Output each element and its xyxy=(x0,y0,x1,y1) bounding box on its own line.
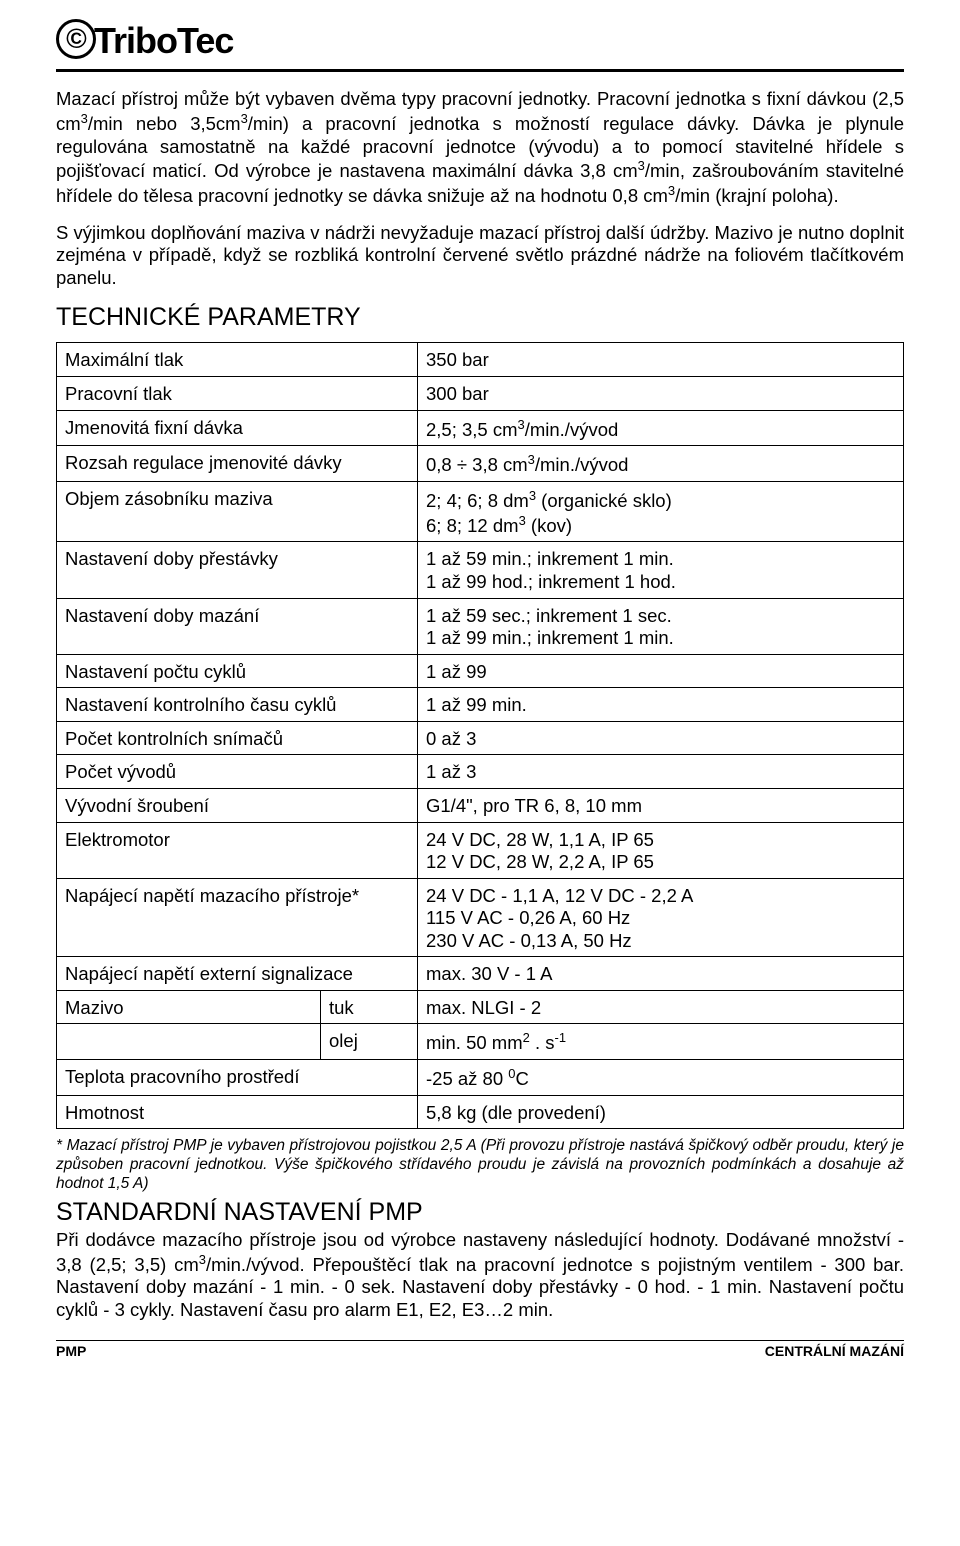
header-rule xyxy=(56,69,904,72)
section-title-standard: STANDARDNÍ NASTAVENÍ PMP xyxy=(56,1198,904,1227)
param-value: 0,8 ÷ 3,8 cm3/min./vývod xyxy=(418,446,904,482)
param-label: Objem zásobníku maziva xyxy=(57,482,418,542)
standard-paragraph: Při dodávce mazacího přístroje jsou od v… xyxy=(56,1229,904,1321)
param-label: Vývodní šroubení xyxy=(57,788,418,822)
param-value: 1 až 59 sec.; inkrement 1 sec.1 až 99 mi… xyxy=(418,598,904,654)
param-label: Nastavení doby přestávky xyxy=(57,542,418,598)
param-label: Elektromotor xyxy=(57,822,418,878)
table-row: Nastavení kontrolního času cyklů1 až 99 … xyxy=(57,688,904,722)
param-value: G1/4", pro TR 6, 8, 10 mm xyxy=(418,788,904,822)
footnote: * Mazací přístroj PMP je vybaven přístro… xyxy=(56,1137,904,1194)
param-label: Nastavení kontrolního času cyklů xyxy=(57,688,418,722)
param-label: Nastavení doby mazání xyxy=(57,598,418,654)
param-value: 5,8 kg (dle provedení) xyxy=(418,1095,904,1129)
footer-right: CENTRÁLNÍ MAZÁNÍ xyxy=(765,1343,904,1359)
param-label: Napájecí napětí mazacího přístroje* xyxy=(57,878,418,957)
paragraph-2: S výjimkou doplňování maziva v nádrži ne… xyxy=(56,222,904,290)
footer-left: PMP xyxy=(56,1343,86,1359)
param-value: 300 bar xyxy=(418,377,904,411)
table-row: Pracovní tlak300 bar xyxy=(57,377,904,411)
param-value: 2,5; 3,5 cm3/min./vývod xyxy=(418,410,904,446)
page-footer: PMP CENTRÁLNÍ MAZÁNÍ xyxy=(56,1340,904,1359)
logo-text: TriboTec xyxy=(94,20,233,61)
table-row: Elektromotor24 V DC, 28 W, 1,1 A, IP 651… xyxy=(57,822,904,878)
param-value: -25 až 80 0C xyxy=(418,1060,904,1096)
param-label: Napájecí napětí externí signalizace xyxy=(57,957,418,991)
param-value: 350 bar xyxy=(418,343,904,377)
param-value: 1 až 99 min. xyxy=(418,688,904,722)
table-row: Nastavení počtu cyklů1 až 99 xyxy=(57,654,904,688)
table-row: Rozsah regulace jmenovité dávky0,8 ÷ 3,8… xyxy=(57,446,904,482)
param-label: Maximální tlak xyxy=(57,343,418,377)
param-sublabel: tuk xyxy=(321,990,418,1024)
table-row: Jmenovitá fixní dávka2,5; 3,5 cm3/min./v… xyxy=(57,410,904,446)
param-value: 1 až 3 xyxy=(418,755,904,789)
param-value: max. NLGI - 2 xyxy=(418,990,904,1024)
param-value: min. 50 mm2 . s-1 xyxy=(418,1024,904,1060)
param-label: Počet kontrolních snímačů xyxy=(57,721,418,755)
param-label: Hmotnost xyxy=(57,1095,418,1129)
param-value: 1 až 99 xyxy=(418,654,904,688)
paragraph-1: Mazací přístroj může být vybaven dvěma t… xyxy=(56,88,904,207)
table-row: Napájecí napětí externí signalizacemax. … xyxy=(57,957,904,991)
param-value: 24 V DC - 1,1 A, 12 V DC - 2,2 A115 V AC… xyxy=(418,878,904,957)
param-label: Mazivo xyxy=(57,990,321,1024)
param-label: Nastavení počtu cyklů xyxy=(57,654,418,688)
param-label xyxy=(57,1024,321,1060)
param-label: Rozsah regulace jmenovité dávky xyxy=(57,446,418,482)
table-row: olejmin. 50 mm2 . s-1 xyxy=(57,1024,904,1060)
table-row: Počet kontrolních snímačů0 až 3 xyxy=(57,721,904,755)
table-row: Napájecí napětí mazacího přístroje*24 V … xyxy=(57,878,904,957)
table-row: Teplota pracovního prostředí-25 až 80 0C xyxy=(57,1060,904,1096)
table-row: Počet vývodů1 až 3 xyxy=(57,755,904,789)
table-row: Vývodní šroubeníG1/4", pro TR 6, 8, 10 m… xyxy=(57,788,904,822)
table-row: Nastavení doby mazání1 až 59 sec.; inkre… xyxy=(57,598,904,654)
param-sublabel: olej xyxy=(321,1024,418,1060)
param-value: 0 až 3 xyxy=(418,721,904,755)
table-row: Objem zásobníku maziva2; 4; 6; 8 dm3 (or… xyxy=(57,482,904,542)
table-row: Maximální tlak350 bar xyxy=(57,343,904,377)
param-value: 2; 4; 6; 8 dm3 (organické sklo)6; 8; 12 … xyxy=(418,482,904,542)
logo-mark: © xyxy=(56,19,96,59)
table-row: Hmotnost5,8 kg (dle provedení) xyxy=(57,1095,904,1129)
brand-logo: ©TriboTec xyxy=(56,20,904,63)
param-label: Počet vývodů xyxy=(57,755,418,789)
param-label: Pracovní tlak xyxy=(57,377,418,411)
param-label: Jmenovitá fixní dávka xyxy=(57,410,418,446)
param-label: Teplota pracovního prostředí xyxy=(57,1060,418,1096)
table-row: Nastavení doby přestávky1 až 59 min.; in… xyxy=(57,542,904,598)
param-value: 24 V DC, 28 W, 1,1 A, IP 6512 V DC, 28 W… xyxy=(418,822,904,878)
params-table: Maximální tlak350 barPracovní tlak300 ba… xyxy=(56,342,904,1129)
table-row: Mazivotukmax. NLGI - 2 xyxy=(57,990,904,1024)
param-value: 1 až 59 min.; inkrement 1 min.1 až 99 ho… xyxy=(418,542,904,598)
param-value: max. 30 V - 1 A xyxy=(418,957,904,991)
section-title-params: TECHNICKÉ PARAMETRY xyxy=(56,303,904,332)
